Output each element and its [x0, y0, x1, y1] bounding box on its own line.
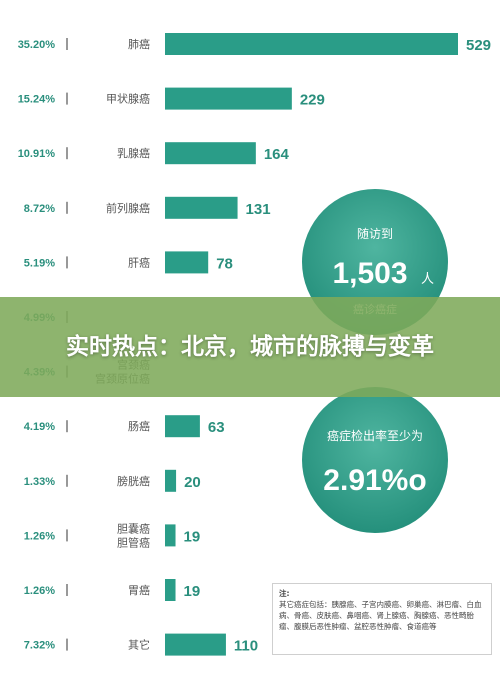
bar — [165, 415, 200, 438]
bar — [165, 196, 238, 219]
percentage-label: 7.32% — [24, 640, 55, 652]
category-label: 肺癌 — [128, 37, 150, 51]
value-label: 229 — [300, 92, 325, 109]
percentage-label: 35.20% — [18, 39, 56, 51]
category-label: 膀胱癌 — [117, 474, 150, 488]
percentage-label: 10.91% — [18, 148, 56, 160]
headline-title[interactable]: 实时热点：北京，城市的脉搏与变革 — [66, 334, 434, 360]
value-label: 20 — [184, 474, 201, 491]
bar — [165, 33, 458, 55]
percentage-label: 15.24% — [18, 94, 56, 106]
value-label: 19 — [184, 583, 201, 600]
percentage-label: 1.33% — [24, 476, 55, 488]
bar — [165, 142, 256, 165]
circle-value: 1,503 — [332, 257, 407, 290]
category-label: 胆管癌 — [117, 535, 150, 549]
category-label: 肠癌 — [128, 419, 150, 433]
percentage-label: 5.19% — [24, 257, 55, 269]
bar — [165, 579, 176, 601]
bar — [165, 87, 292, 110]
percentage-label: 8.72% — [24, 203, 55, 215]
bar — [165, 524, 176, 547]
category-label: 前列腺癌 — [106, 201, 150, 215]
value-label: 110 — [234, 638, 258, 655]
bar — [165, 633, 226, 656]
value-label: 63 — [208, 419, 225, 436]
value-label: 19 — [184, 528, 201, 545]
category-label: 胆囊癌 — [117, 521, 150, 535]
category-label: 肝癌 — [128, 255, 150, 269]
value-label: 78 — [216, 255, 233, 272]
bar — [165, 251, 209, 274]
value-label: 164 — [264, 146, 290, 163]
stat-circle — [302, 387, 448, 533]
circle-label: 随访到 — [357, 226, 393, 241]
value-label: 529 — [466, 37, 491, 54]
footnote-box: 注: 其它癌症包括：胰腺癌、子宫内膜癌、卵巢癌、淋巴瘤、白血病、骨癌、皮肤癌、鼻… — [272, 583, 492, 655]
headline-banner: 实时热点：北京，城市的脉搏与变革 — [0, 297, 500, 397]
percentage-label: 1.26% — [24, 585, 55, 597]
category-label: 乳腺癌 — [117, 146, 150, 160]
footnote-title: 注: — [279, 589, 290, 598]
percentage-label: 4.19% — [24, 421, 55, 433]
bar — [165, 469, 177, 492]
circle-value: 2.91%o — [323, 464, 426, 497]
circle-label: 癌症检出率至少为 — [327, 428, 423, 443]
percentage-label: 1.26% — [24, 530, 55, 542]
circle-unit: 人 — [421, 272, 434, 287]
footnote-text: 其它癌症包括：胰腺癌、子宫内膜癌、卵巢癌、淋巴瘤、白血病、骨癌、皮肤癌、鼻咽癌、… — [279, 600, 482, 631]
category-label: 甲状腺癌 — [106, 92, 150, 106]
category-label: 其它 — [128, 638, 150, 652]
category-label: 胃癌 — [128, 583, 150, 597]
value-label: 131 — [246, 201, 271, 218]
